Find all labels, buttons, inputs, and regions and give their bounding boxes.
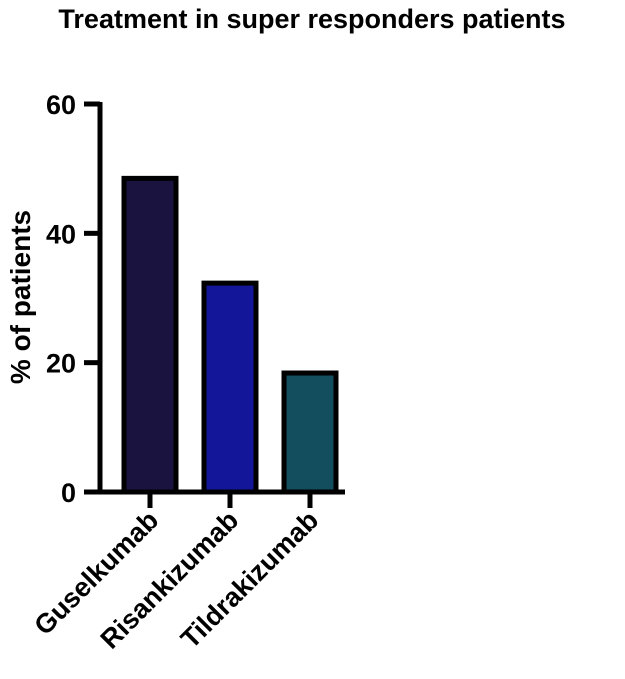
x-tick-label: Tildrakizumab: [175, 505, 324, 654]
chart-title: Treatment in super responders patients: [58, 4, 565, 34]
x-tick-label: Risankizumab: [95, 505, 245, 655]
bar-guselkumab: [121, 175, 179, 495]
bar-risankizumab: [201, 280, 259, 495]
bar-tildrakizumab: [281, 370, 339, 495]
y-tick-label: 40: [46, 219, 76, 249]
bars-group: [121, 175, 339, 495]
y-axis-ticks: 0 20 40 60: [46, 90, 100, 508]
y-axis-label: % of patients: [5, 210, 36, 384]
y-tick-label: 0: [61, 478, 76, 508]
y-tick-label: 60: [46, 90, 76, 120]
y-tick-label: 20: [46, 349, 76, 379]
